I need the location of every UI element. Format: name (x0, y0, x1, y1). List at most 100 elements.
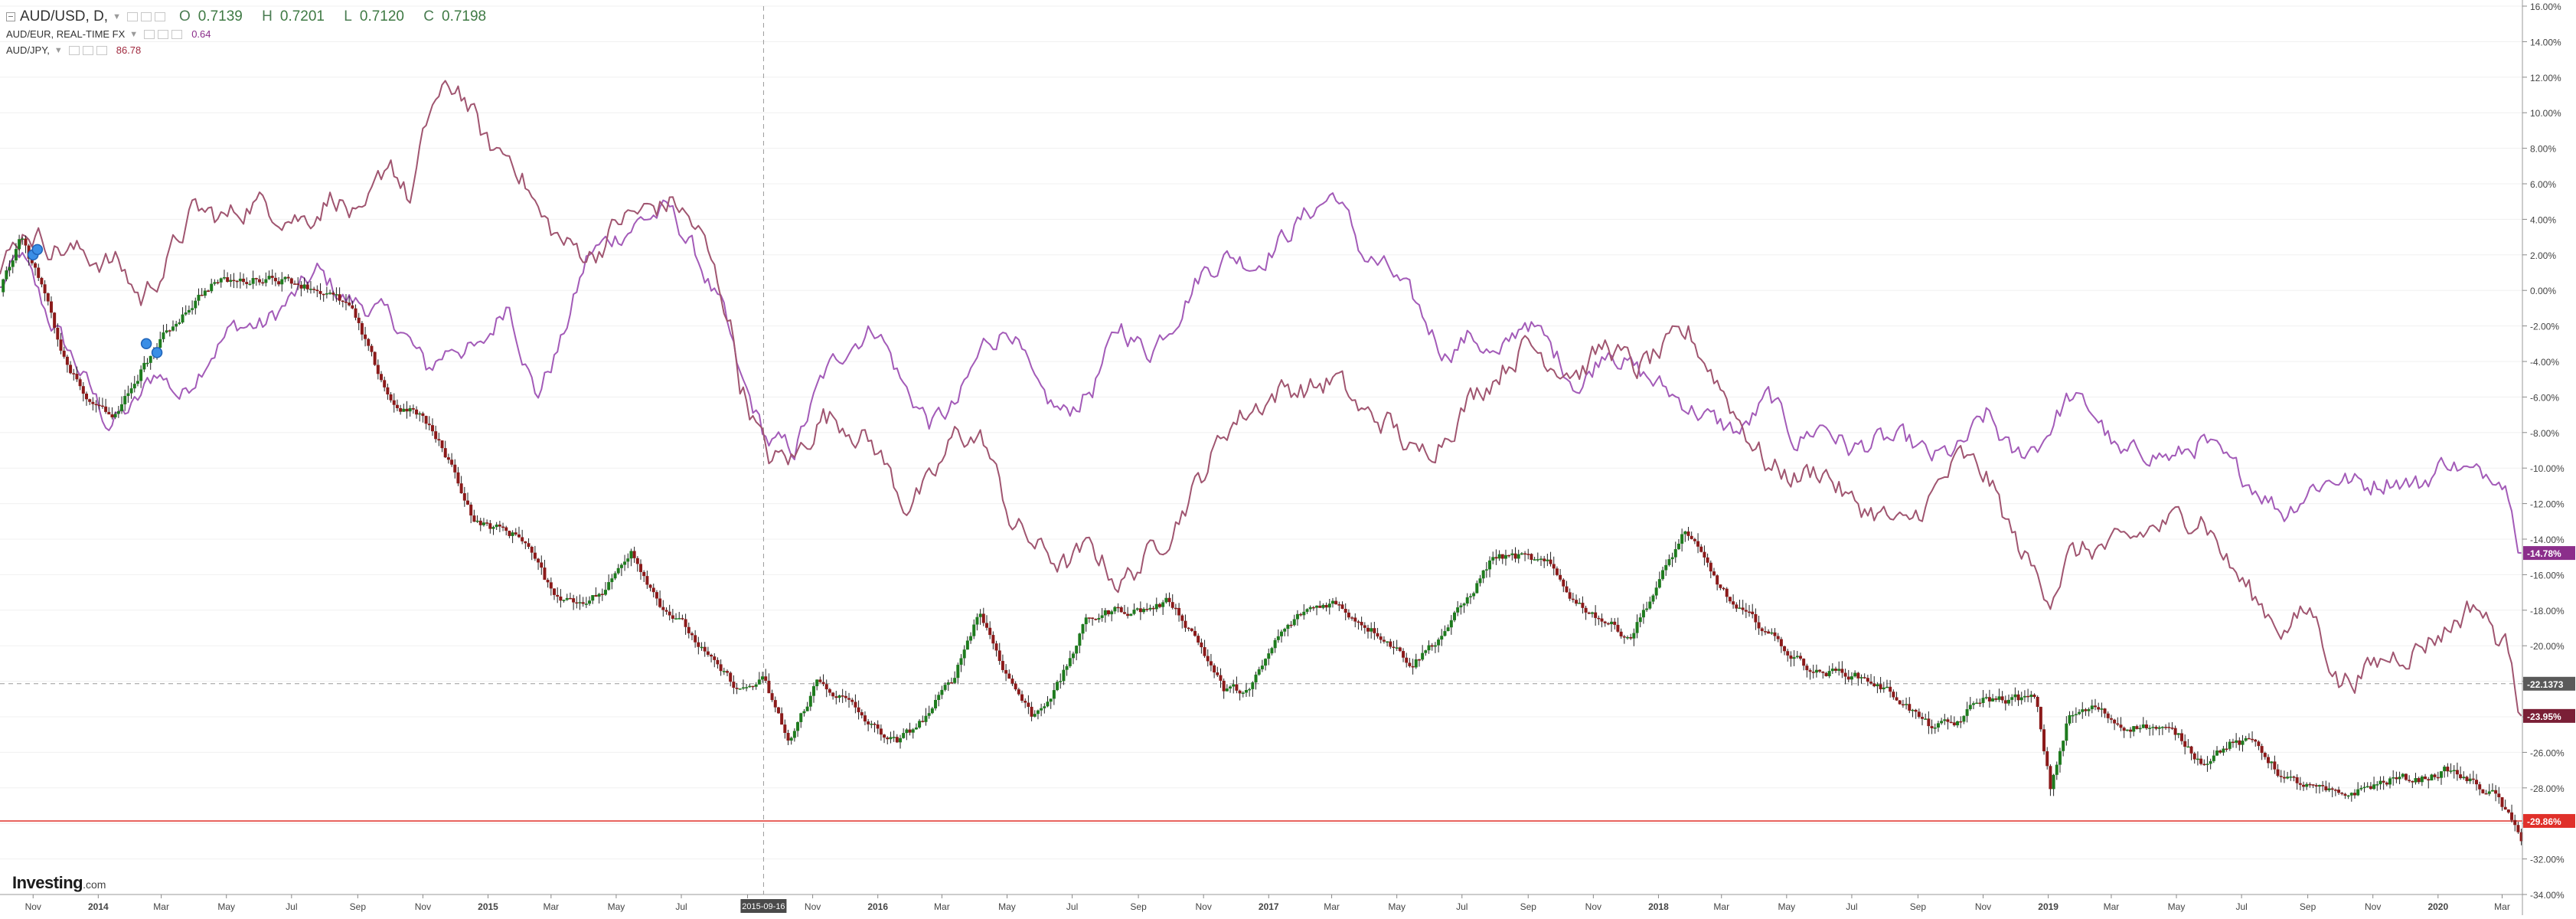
close-icon[interactable] (171, 29, 183, 39)
candle-body (1219, 675, 1223, 681)
chevron-down-icon[interactable]: ▼ (129, 29, 139, 39)
candle-body (754, 684, 758, 687)
settings-icon[interactable] (144, 29, 155, 39)
candle-body (786, 732, 790, 741)
event-marker-icon[interactable] (151, 347, 163, 358)
candle-body (2179, 733, 2183, 741)
time-axis-label: 2016 (867, 901, 888, 912)
crosshair (0, 6, 2522, 894)
close-icon[interactable] (96, 45, 107, 55)
candle-body (2078, 711, 2081, 715)
legend-symbol-aud-jpy[interactable]: AUD/JPY, (6, 44, 50, 56)
price-axis-label: 4.00% (2530, 214, 2556, 225)
candle-body (1033, 714, 1037, 717)
candle-body (1424, 650, 1428, 653)
open-value: 0.7139 (198, 8, 243, 25)
candle-body (1081, 624, 1085, 634)
candle-body (1389, 641, 1392, 647)
candle-body (62, 350, 66, 357)
candle-body (2305, 783, 2309, 787)
event-marker-icon[interactable] (31, 244, 44, 256)
candle-body (1200, 643, 1203, 648)
candle-body (537, 558, 540, 563)
candle-body (213, 282, 217, 284)
chevron-down-icon[interactable]: ▼ (113, 12, 121, 21)
candle-body (123, 396, 127, 404)
candle-body (930, 708, 934, 714)
candle-body (776, 707, 780, 714)
candle-body (2058, 751, 2062, 765)
candle-body (2260, 746, 2264, 754)
visibility-icon[interactable] (140, 12, 152, 21)
candle-body (908, 729, 912, 733)
price-axis-label: -28.00% (2530, 783, 2565, 794)
time-axis-label: Nov (415, 901, 431, 912)
event-marker-icon[interactable] (140, 338, 152, 350)
candle-body (2506, 809, 2510, 813)
time-axis[interactable]: Nov 2014 Mar May Jul Sep Nov 2015 Mar May Jul 2015-… (0, 894, 2522, 913)
candle-body (1193, 630, 1197, 636)
candle-body (575, 602, 579, 604)
candle-body (2276, 769, 2280, 777)
candle-body (694, 635, 697, 643)
candle-body (889, 737, 893, 740)
settings-icon[interactable] (126, 12, 138, 21)
candle-body (1834, 669, 1838, 671)
candle-body (927, 713, 931, 716)
candle-body (2113, 719, 2117, 724)
candle-body (2000, 696, 2004, 701)
legend-row-aud-jpy[interactable]: AUD/JPY, ▼ 86.78 (6, 42, 501, 58)
candle-body (1943, 719, 1947, 721)
candle-body (1859, 677, 1863, 679)
candle-body (1286, 624, 1290, 630)
candle-body (254, 278, 258, 280)
candle-body (1126, 613, 1130, 616)
candle-body (1732, 601, 1735, 605)
candle-body (2279, 776, 2283, 777)
chevron-down-icon[interactable]: ▼ (54, 45, 63, 55)
candle-body (1065, 666, 1069, 670)
candle-body (584, 603, 588, 605)
candle-body (501, 526, 505, 528)
candle-body (860, 711, 864, 716)
time-axis-label: Nov (2365, 901, 2381, 912)
candle-body (549, 582, 553, 589)
candle-body (1610, 621, 1614, 625)
legend-symbol-aud-eur[interactable]: AUD/EUR, REAL-TIME FX (6, 28, 126, 40)
event-markers[interactable] (27, 244, 163, 358)
candle-body (956, 665, 960, 679)
time-axis-label: 2017 (1259, 901, 1279, 912)
candle-body (2424, 776, 2427, 780)
collapse-legend-icon[interactable] (6, 12, 15, 21)
visibility-icon[interactable] (158, 29, 169, 39)
candle-body (2103, 708, 2107, 714)
candle-body (2516, 825, 2520, 832)
time-axis-label: Mar (153, 901, 169, 912)
legend-row-aud-eur[interactable]: AUD/EUR, REAL-TIME FX ▼ 0.64 (6, 26, 501, 42)
candle-body (299, 284, 303, 289)
settings-icon[interactable] (68, 45, 80, 55)
candle-body (165, 330, 168, 333)
close-icon[interactable] (154, 12, 165, 21)
candle-body (1174, 607, 1177, 610)
candle-body (210, 283, 214, 292)
visibility-icon[interactable] (82, 45, 93, 55)
candle-body (1757, 622, 1761, 629)
candle-body (946, 682, 950, 685)
candle-body (11, 260, 15, 267)
candle-body (1536, 559, 1539, 561)
candle-body (2378, 780, 2382, 785)
candle-body (962, 649, 966, 659)
candle-body (1103, 610, 1107, 616)
candle-body (2321, 785, 2325, 787)
candle-body (238, 278, 242, 282)
candle-body (1590, 612, 1594, 614)
candle-body (1584, 607, 1588, 613)
legend-symbol-aud-usd[interactable]: AUD/USD, D, (20, 8, 109, 25)
candle-body (1363, 625, 1366, 628)
candle-body (1075, 646, 1079, 654)
price-axis[interactable]: 16.00% 14.00% 12.00% 10.00% 8.00% 6.00% 4.00% 2… (2522, 0, 2565, 915)
